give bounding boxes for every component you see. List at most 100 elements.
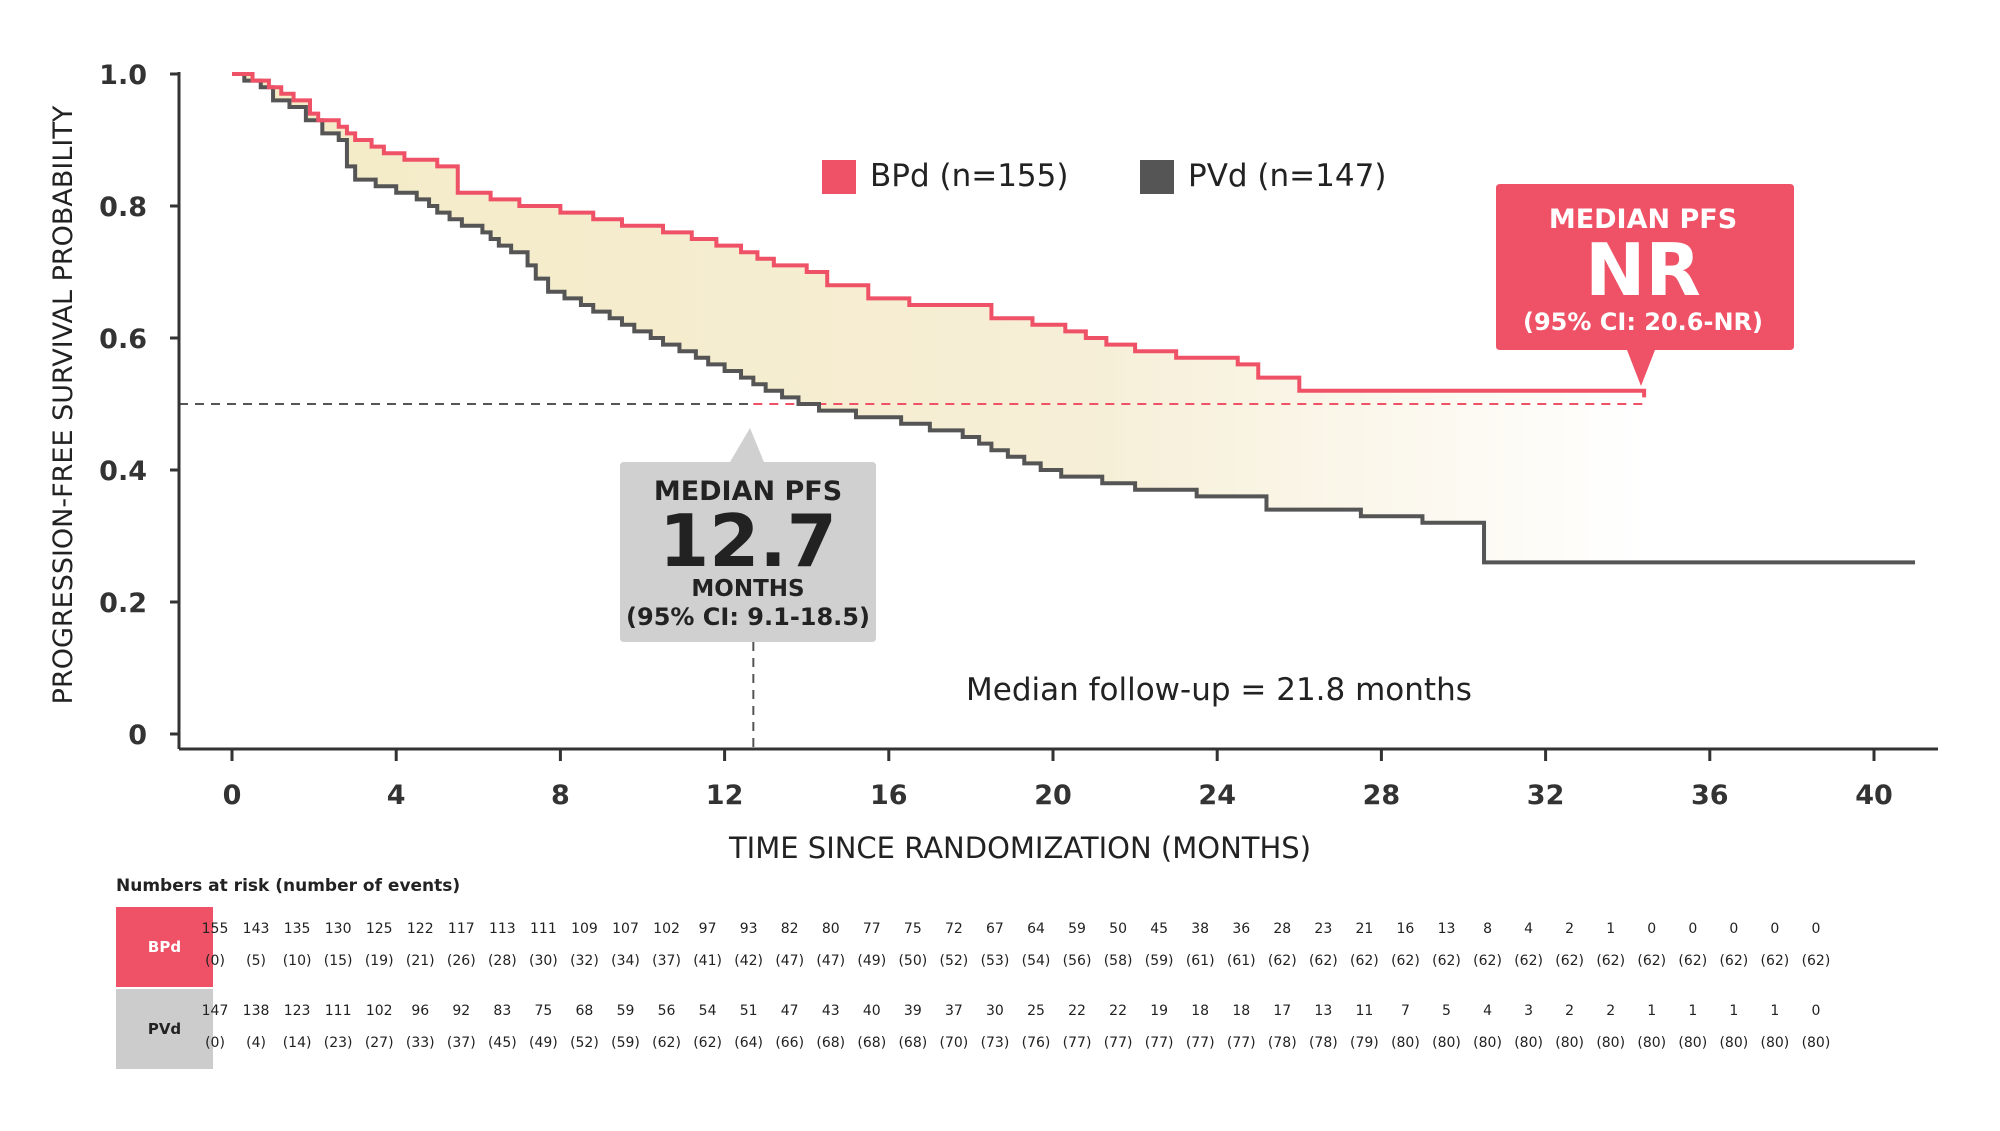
legend: BPd (n=155) PVd (n=147)	[822, 158, 1386, 194]
risk-count: 122	[406, 921, 434, 937]
risk-count: 138	[242, 1003, 270, 1019]
risk-events: (62)	[1473, 953, 1502, 969]
risk-cell: 82 (47)	[768, 913, 812, 977]
risk-count: 155	[201, 921, 229, 937]
risk-count: 1	[1606, 921, 1616, 937]
risk-cell: 93 (42)	[727, 913, 771, 977]
risk-events: (10)	[282, 953, 312, 969]
risk-events: (59)	[1144, 953, 1174, 969]
risk-events: (73)	[980, 1035, 1010, 1051]
risk-count: 107	[612, 921, 639, 937]
risk-count: 38	[1191, 921, 1210, 937]
callout-bpd-ci: (95% CI: 20.6-NR)	[1523, 308, 1763, 336]
risk-events: (76)	[1021, 1035, 1051, 1051]
x-tick-label: 20	[1034, 780, 1072, 811]
risk-count: 39	[903, 1003, 922, 1019]
risk-cell: 1 (80)	[1671, 995, 1715, 1059]
x-tick-label: 28	[1363, 780, 1401, 811]
risk-cell: 43 (68)	[809, 995, 853, 1059]
risk-events: (37)	[446, 1035, 476, 1051]
x-tick-label: 24	[1198, 780, 1236, 811]
risk-cell: 5 (80)	[1425, 995, 1469, 1059]
callout-pvd-ci: (95% CI: 9.1-18.5)	[626, 603, 870, 631]
risk-events: (80)	[1514, 1035, 1543, 1051]
risk-cell: 135 (10)	[275, 913, 319, 977]
risk-count: 96	[411, 1003, 430, 1019]
risk-cell: 97 (41)	[686, 913, 730, 977]
risk-events: (30)	[529, 953, 558, 969]
risk-cell: 47 (66)	[768, 995, 812, 1059]
risk-events: (42)	[734, 953, 764, 969]
risk-events: (19)	[364, 953, 394, 969]
between-curves-shading	[232, 74, 1645, 563]
risk-cell: 147 (0)	[193, 995, 237, 1059]
callout-pvd-unit: MONTHS	[691, 576, 804, 602]
risk-cell: 123 (14)	[275, 995, 319, 1059]
risk-cell: 75 (49)	[521, 995, 565, 1059]
risk-cell: 111 (23)	[316, 995, 360, 1059]
risk-events: (80)	[1555, 1035, 1585, 1051]
risk-cell: 38 (61)	[1178, 913, 1222, 977]
x-tick-label: 16	[870, 780, 908, 811]
risk-count: 1	[1729, 1003, 1739, 1019]
risk-events: (80)	[1596, 1035, 1626, 1051]
risk-cell: 77 (49)	[850, 913, 894, 977]
risk-row-pvd: PVd 147 (0) 138 (4) 123 (14) 111 (23) 102 (27) 96(…	[116, 989, 1976, 1069]
risk-count: 22	[1109, 1003, 1127, 1019]
risk-events: (77)	[1103, 1035, 1133, 1051]
risk-events: (62)	[1637, 953, 1667, 969]
risk-count: 83	[493, 1003, 512, 1019]
risk-events: (80)	[1760, 1035, 1790, 1051]
risk-events: (62)	[1391, 953, 1420, 969]
risk-count: 7	[1400, 1003, 1410, 1019]
risk-cell: 13 (62)	[1425, 913, 1469, 977]
risk-count: 68	[575, 1003, 594, 1019]
risk-row-bpd: BPd 155 (0) 143 (5) 135 (10) 130 (15) 125 (19) 122…	[116, 907, 1976, 987]
callout-pvd-title: MEDIAN PFS	[654, 476, 842, 507]
y-tick-label: 0	[128, 720, 147, 751]
risk-count: 43	[821, 1003, 840, 1019]
risk-count: 8	[1483, 921, 1492, 937]
risk-count: 51	[739, 1003, 758, 1019]
risk-cell: 3 (80)	[1507, 995, 1551, 1059]
risk-count: 40	[862, 1003, 881, 1019]
risk-events: (77)	[1062, 1035, 1092, 1051]
risk-cell: 17 (78)	[1260, 995, 1304, 1059]
legend-label-pvd: PVd (n=147)	[1188, 158, 1386, 194]
risk-count: 47	[780, 1003, 799, 1019]
legend-label-bpd: BPd (n=155)	[870, 158, 1068, 194]
risk-cell: 0 (80)	[1794, 995, 1838, 1059]
risk-count: 111	[324, 1003, 352, 1019]
risk-count: 93	[739, 921, 758, 937]
risk-events: (62)	[1350, 953, 1379, 969]
risk-events: (61)	[1226, 953, 1256, 969]
risk-cell: 22 (77)	[1096, 995, 1140, 1059]
risk-cell: 37 (70)	[932, 995, 976, 1059]
risk-events: (50)	[898, 953, 928, 969]
y-tick-label: 0.8	[99, 192, 147, 223]
x-tick-label: 12	[706, 780, 744, 811]
risk-count: 0	[1770, 921, 1780, 937]
risk-count: 22	[1068, 1003, 1086, 1019]
risk-count: 56	[657, 1003, 676, 1019]
risk-count: 117	[447, 921, 475, 937]
risk-events: (0)	[205, 1035, 225, 1051]
risk-count: 28	[1273, 921, 1292, 937]
risk-events: (53)	[980, 953, 1010, 969]
risk-events: (15)	[323, 953, 353, 969]
risk-count: 109	[571, 921, 598, 937]
risk-events: (4)	[246, 1035, 266, 1051]
risk-cell: 18 (77)	[1178, 995, 1222, 1059]
risk-cell: 0 (62)	[1630, 913, 1674, 977]
risk-cell: 117 (26)	[439, 913, 483, 977]
risk-count: 0	[1811, 921, 1821, 937]
risk-cell: 2 (80)	[1589, 995, 1633, 1059]
risk-count: 125	[365, 921, 393, 937]
risk-events: (56)	[1062, 953, 1092, 969]
risk-cell: 102 (27)	[357, 995, 401, 1059]
x-tick-label: 8	[551, 780, 570, 811]
risk-events: (41)	[693, 953, 722, 969]
risk-cell: 13 (78)	[1301, 995, 1345, 1059]
risk-count: 13	[1437, 921, 1456, 937]
callout-bpd-title: MEDIAN PFS	[1549, 204, 1737, 235]
